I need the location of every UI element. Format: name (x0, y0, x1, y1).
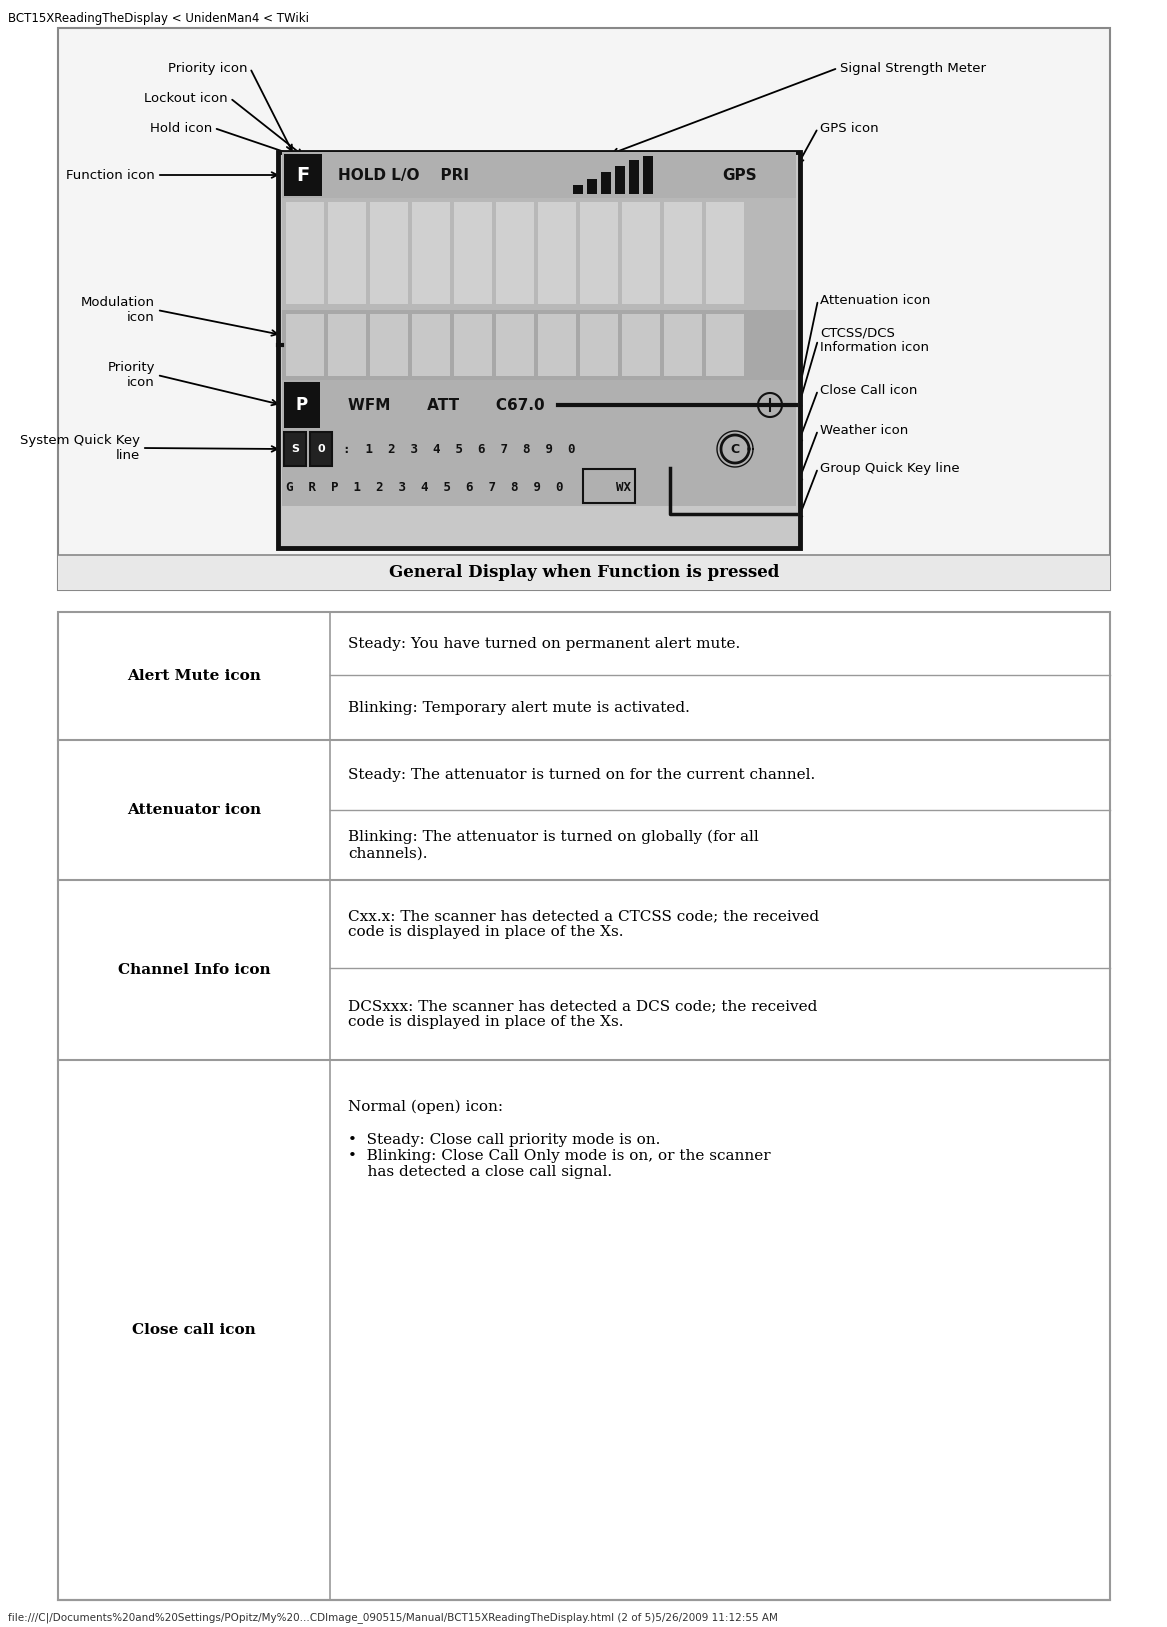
Bar (587, 179, 598, 194)
Bar (58, 612, 1110, 1599)
Bar (664, 202, 703, 304)
Text: System Quick Key
line: System Quick Key line (20, 434, 140, 462)
Bar (573, 185, 584, 194)
Text: Channel Info icon: Channel Info icon (118, 963, 271, 976)
Bar (328, 314, 366, 376)
Text: F: F (296, 166, 309, 184)
Text: BCT15XReadingTheDisplay < UnidenMan4 < TWiki: BCT15XReadingTheDisplay < UnidenMan4 < T… (8, 11, 309, 24)
Text: Cxx.x: The scanner has detected a CTCSS code; the received
code is displayed in : Cxx.x: The scanner has detected a CTCSS … (348, 909, 819, 939)
Bar (284, 433, 306, 465)
Text: Close Call icon: Close Call icon (820, 384, 917, 397)
Text: Lockout icon: Lockout icon (145, 91, 228, 104)
Text: Blinking: Temporary alert mute is activated.: Blinking: Temporary alert mute is activa… (348, 701, 690, 714)
Bar (58, 555, 1110, 591)
Bar (496, 202, 534, 304)
Bar (643, 156, 654, 194)
Bar (370, 202, 408, 304)
Bar (370, 314, 408, 376)
Text: Function icon: Function icon (67, 169, 155, 182)
Text: General Display when Function is pressed: General Display when Function is pressed (389, 565, 780, 581)
Bar (412, 202, 450, 304)
Bar (282, 469, 796, 506)
Bar (664, 314, 703, 376)
Text: S: S (291, 444, 299, 454)
Text: Steady: The attenuator is turned on for the current channel.: Steady: The attenuator is turned on for … (348, 768, 816, 783)
Text: Attenuator icon: Attenuator icon (127, 804, 261, 817)
Bar (580, 314, 619, 376)
Bar (454, 202, 492, 304)
Text: Group Quick Key line: Group Quick Key line (820, 462, 959, 475)
Bar (580, 202, 619, 304)
Bar (282, 311, 796, 381)
Text: CTCSS/DCS
Information icon: CTCSS/DCS Information icon (820, 325, 929, 355)
Bar (412, 314, 450, 376)
Text: Hold icon: Hold icon (149, 122, 212, 135)
Bar (706, 202, 745, 304)
Bar (284, 155, 322, 195)
Text: Modulation
icon: Modulation icon (81, 296, 155, 324)
Bar (622, 314, 661, 376)
Bar (629, 159, 640, 194)
Bar (496, 314, 534, 376)
Text: HOLD L/O    PRI: HOLD L/O PRI (338, 168, 469, 182)
Text: Attenuation icon: Attenuation icon (820, 293, 930, 306)
Text: G  R  P  1  2  3  4  5  6  7  8  9  0       WX: G R P 1 2 3 4 5 6 7 8 9 0 WX (286, 480, 631, 493)
Text: Blinking: The attenuator is turned on globally (for all
channels).: Blinking: The attenuator is turned on gl… (348, 830, 759, 861)
Bar (622, 202, 661, 304)
Text: Weather icon: Weather icon (820, 423, 908, 436)
Bar (282, 381, 796, 430)
Bar (278, 151, 801, 548)
Bar (58, 28, 1110, 591)
Text: Priority
icon: Priority icon (107, 361, 155, 389)
Text: Normal (open) icon:

•  Steady: Close call priority mode is on.
•  Blinking: Clo: Normal (open) icon: • Steady: Close call… (348, 1100, 770, 1180)
Text: Close call icon: Close call icon (132, 1323, 256, 1337)
Bar (286, 202, 324, 304)
Text: 0: 0 (317, 444, 324, 454)
Bar (615, 166, 626, 194)
Text: P: P (296, 395, 308, 413)
Text: WFM       ATT       C67.0: WFM ATT C67.0 (348, 397, 545, 413)
Bar (282, 151, 796, 198)
Text: Signal Strength Meter: Signal Strength Meter (840, 62, 986, 75)
Text: C: C (731, 443, 740, 456)
Bar (454, 314, 492, 376)
Bar (282, 198, 796, 311)
Bar (584, 469, 635, 503)
Text: Alert Mute icon: Alert Mute icon (127, 669, 261, 683)
Bar (601, 172, 612, 194)
Bar (538, 202, 576, 304)
Bar (282, 430, 796, 469)
Text: DCSxxx: The scanner has detected a DCS code; the received
code is displayed in p: DCSxxx: The scanner has detected a DCS c… (348, 999, 817, 1030)
Text: GPS: GPS (722, 168, 757, 182)
Text: GPS icon: GPS icon (820, 122, 879, 135)
Bar (310, 433, 331, 465)
Bar (538, 314, 576, 376)
Bar (284, 382, 320, 428)
Bar (706, 314, 745, 376)
Text: Priority icon: Priority icon (168, 62, 249, 75)
Text: file:///C|/Documents%20and%20Settings/POpitz/My%20...CDImage_090515/Manual/BCT15: file:///C|/Documents%20and%20Settings/PO… (8, 1612, 778, 1622)
Bar (286, 314, 324, 376)
Bar (328, 202, 366, 304)
Text: :  1  2  3  4  5  6  7  8  9  0: : 1 2 3 4 5 6 7 8 9 0 (343, 443, 575, 456)
Text: Steady: You have turned on permanent alert mute.: Steady: You have turned on permanent ale… (348, 636, 740, 651)
